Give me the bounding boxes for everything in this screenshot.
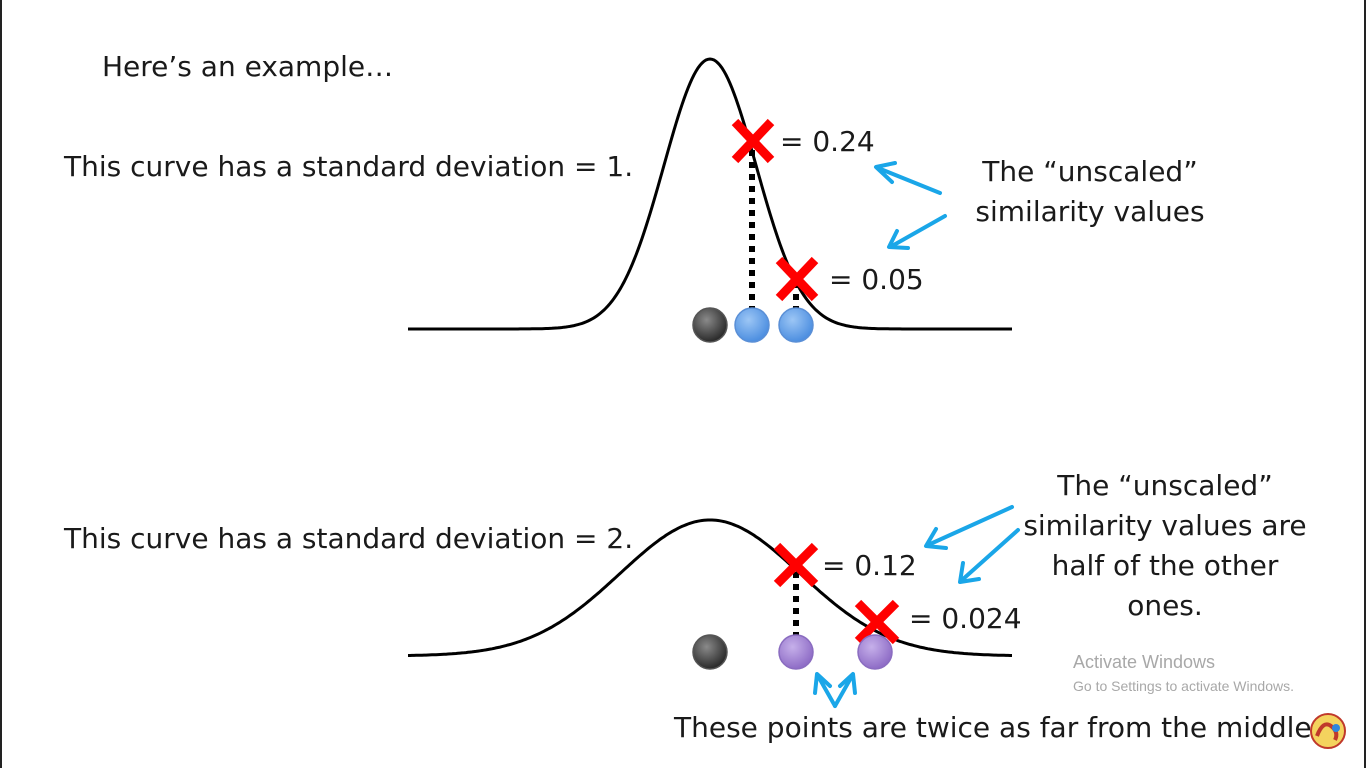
callout-bottom-line-4: ones. [1127,589,1203,622]
x-marker-012 [773,542,819,588]
x-marker-005 [775,256,819,302]
arrow-to-024 [874,161,942,195]
point-blue-2 [778,307,814,343]
callout-unscaled-bottom: The “unscaled” similarity values are hal… [1015,466,1315,626]
activate-windows-subtitle: Go to Settings to activate Windows. [1073,678,1294,694]
value-label-024: = 0.24 [780,125,875,158]
point-purple-2 [857,634,893,670]
value-label-005: = 0.05 [829,263,924,296]
point-gray-2 [692,634,728,670]
activate-windows-title: Activate Windows [1073,652,1216,672]
x-marker-0024 [854,599,900,645]
bottom-caption: These points are twice as far from the m… [674,711,1321,744]
curve1-label: This curve has a standard deviation = 1. [64,150,634,183]
curve2-label: This curve has a standard deviation = 2. [64,522,634,555]
point-gray-1 [692,307,728,343]
callout-bottom-line-2: similarity values are [1023,509,1307,542]
x-marker-024 [731,118,775,164]
intro-text: Here’s an example… [102,50,394,83]
arrow-to-012 [924,505,1014,550]
callout-bottom-line-3: half of the other [1051,549,1279,582]
value-label-012: = 0.12 [822,549,917,582]
point-purple-1 [778,634,814,670]
callout-top-line-1: The “unscaled” [982,155,1198,188]
channel-logo-icon [1310,713,1346,749]
arrow-to-005 [887,214,947,250]
arrow-to-0024 [958,528,1020,584]
callout-bottom-line-1: The “unscaled” [1057,469,1273,502]
callout-unscaled-top: The “unscaled” similarity values [965,152,1215,232]
value-label-0024: = 0.024 [909,602,1022,635]
point-blue-1 [734,307,770,343]
callout-top-line-2: similarity values [975,195,1205,228]
arrow-up-pair [813,672,857,708]
